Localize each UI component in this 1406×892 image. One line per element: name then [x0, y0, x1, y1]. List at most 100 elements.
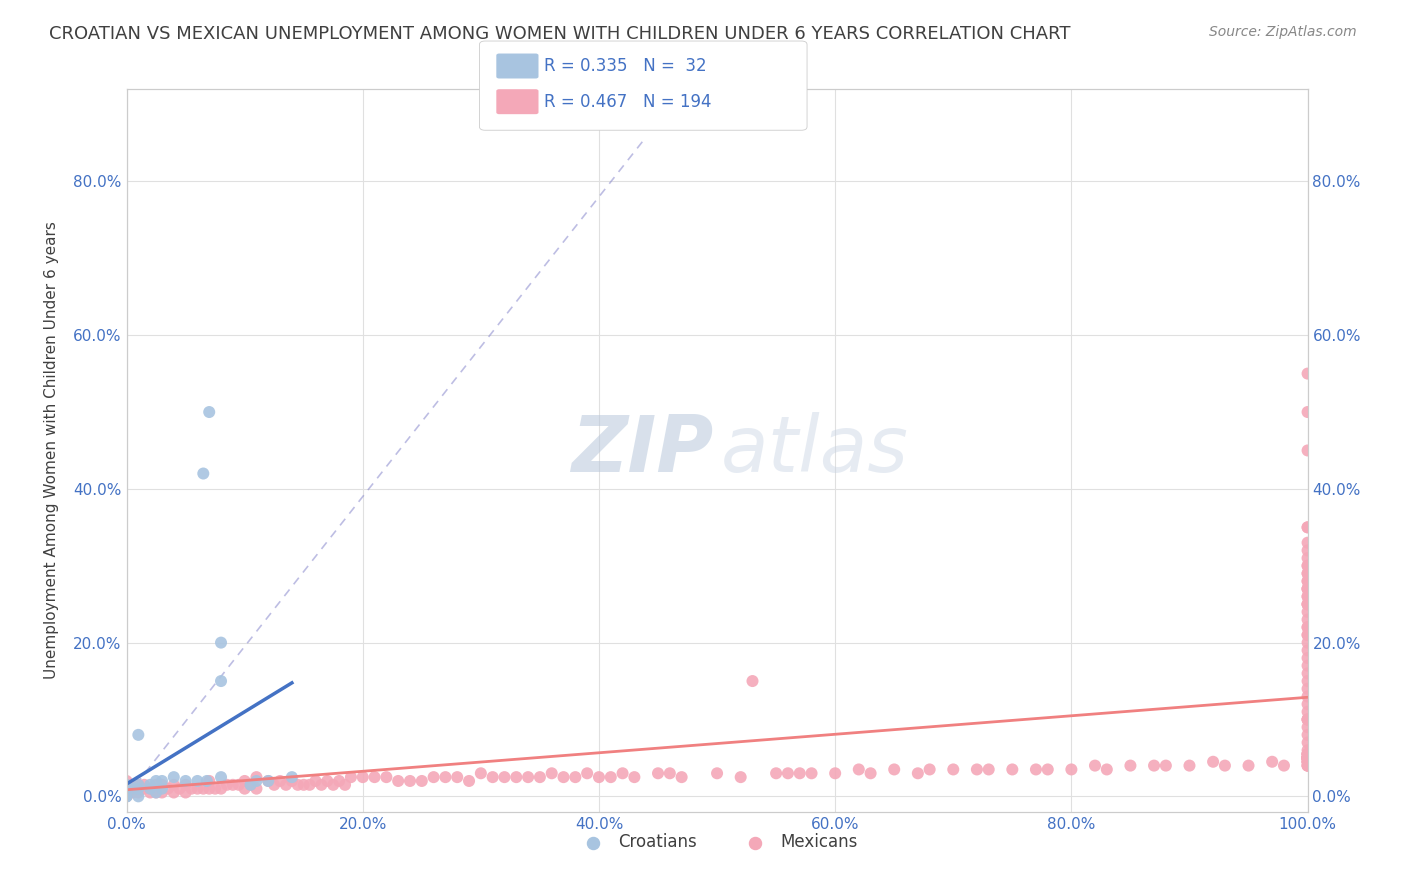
Point	[1296, 747, 1319, 761]
Point	[446, 770, 468, 784]
Point	[1296, 747, 1319, 761]
Point	[1296, 743, 1319, 757]
Point	[1296, 705, 1319, 719]
Point	[139, 781, 162, 796]
Point	[1296, 697, 1319, 711]
Point	[281, 774, 304, 789]
Point	[1296, 751, 1319, 765]
Point	[115, 781, 138, 796]
Point	[115, 789, 138, 804]
Point	[340, 770, 363, 784]
Point	[612, 766, 634, 780]
Point	[966, 763, 988, 777]
Point	[292, 778, 315, 792]
Point	[1296, 582, 1319, 596]
Point	[281, 770, 304, 784]
Point	[287, 778, 309, 792]
Point	[1060, 763, 1083, 777]
Point	[1296, 535, 1319, 549]
Point	[411, 774, 433, 789]
Point	[1202, 755, 1225, 769]
Point	[977, 763, 1000, 777]
Point	[422, 770, 444, 784]
Point	[564, 770, 586, 784]
Point	[789, 766, 811, 780]
Point	[1296, 713, 1319, 727]
Point	[1084, 758, 1107, 772]
Point	[588, 770, 610, 784]
Point	[1296, 751, 1319, 765]
Point	[1296, 597, 1319, 611]
Point	[115, 785, 138, 799]
Point	[209, 674, 232, 689]
Point	[1296, 758, 1319, 772]
Point	[156, 781, 179, 796]
Point	[1296, 751, 1319, 765]
Point	[1143, 758, 1166, 772]
Point	[1261, 755, 1284, 769]
Point	[1296, 590, 1319, 604]
Point	[304, 774, 326, 789]
Point	[352, 770, 374, 784]
Point	[1296, 566, 1319, 581]
Point	[1296, 558, 1319, 573]
Point	[127, 781, 149, 796]
Point	[127, 785, 149, 799]
Point	[169, 781, 191, 796]
Point	[1296, 728, 1319, 742]
Point	[333, 778, 356, 792]
Point	[1296, 520, 1319, 534]
Legend: Croatians, Mexicans: Croatians, Mexicans	[569, 826, 865, 857]
Point	[127, 778, 149, 792]
Point	[311, 778, 333, 792]
Point	[1296, 543, 1319, 558]
Point	[174, 774, 197, 789]
Point	[1272, 758, 1295, 772]
Point	[1296, 751, 1319, 765]
Point	[150, 785, 173, 799]
Point	[145, 778, 167, 792]
Point	[139, 781, 162, 796]
Point	[115, 781, 138, 796]
Point	[1001, 763, 1024, 777]
Point	[470, 766, 492, 780]
Point	[706, 766, 728, 780]
Point	[1296, 651, 1319, 665]
Point	[647, 766, 669, 780]
Point	[1213, 758, 1236, 772]
Point	[1296, 747, 1319, 761]
Point	[233, 781, 256, 796]
Point	[540, 766, 562, 780]
Point	[1296, 590, 1319, 604]
Point	[322, 778, 344, 792]
Point	[481, 770, 503, 784]
Point	[215, 778, 238, 792]
Point	[222, 778, 245, 792]
Point	[239, 778, 262, 792]
Point	[1095, 763, 1118, 777]
Point	[198, 781, 221, 796]
Point	[1296, 755, 1319, 769]
Point	[1296, 613, 1319, 627]
Point	[387, 774, 409, 789]
Point	[209, 781, 232, 796]
Point	[1296, 758, 1319, 772]
Point	[150, 778, 173, 792]
Point	[859, 766, 882, 780]
Point	[121, 778, 143, 792]
Point	[848, 763, 870, 777]
Point	[730, 770, 752, 784]
Point	[1296, 582, 1319, 596]
Point	[553, 770, 575, 784]
Point	[1296, 755, 1319, 769]
Point	[1296, 751, 1319, 765]
Point	[1025, 763, 1047, 777]
Point	[150, 774, 173, 789]
Point	[245, 781, 267, 796]
Point	[1296, 405, 1319, 419]
Point	[1296, 620, 1319, 634]
Point	[1296, 751, 1319, 765]
Point	[1296, 574, 1319, 588]
Point	[494, 770, 516, 784]
Point	[623, 770, 645, 784]
